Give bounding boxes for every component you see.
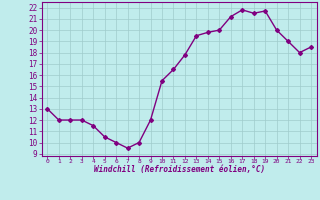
X-axis label: Windchill (Refroidissement éolien,°C): Windchill (Refroidissement éolien,°C) bbox=[94, 165, 265, 174]
